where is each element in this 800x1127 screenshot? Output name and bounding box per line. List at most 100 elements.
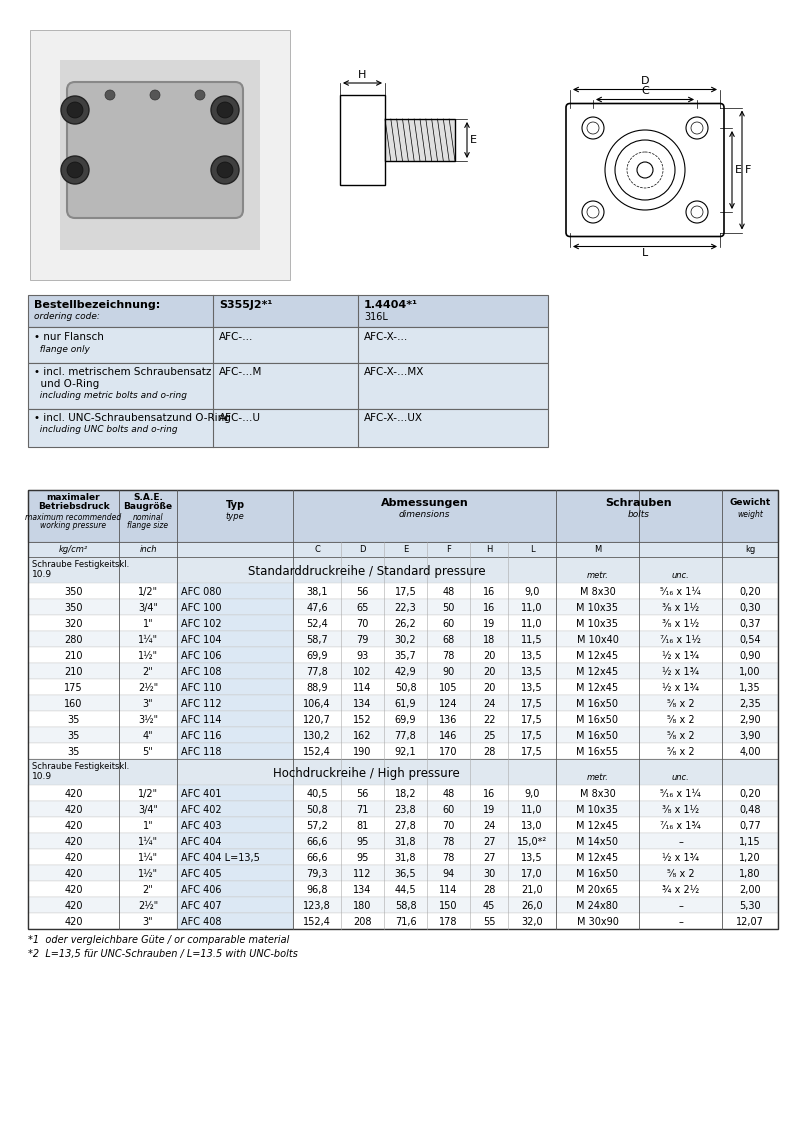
- Text: 15,0*²: 15,0*²: [517, 837, 547, 848]
- Text: E: E: [735, 165, 742, 175]
- Circle shape: [587, 122, 599, 134]
- Text: ³⁄₈ x 1½: ³⁄₈ x 1½: [662, 805, 699, 815]
- Text: –: –: [678, 837, 683, 848]
- Text: 420: 420: [64, 853, 82, 863]
- Text: AFC 118: AFC 118: [181, 747, 222, 757]
- Text: 11,5: 11,5: [521, 635, 543, 645]
- Text: 2,35: 2,35: [739, 699, 761, 709]
- Bar: [28, 881, 778, 897]
- Text: M 8x30: M 8x30: [580, 789, 615, 799]
- Bar: [28, 615, 778, 631]
- Bar: [28, 897, 778, 913]
- Text: ½ x 1¾: ½ x 1¾: [662, 651, 699, 662]
- Text: 12,07: 12,07: [736, 917, 764, 928]
- Bar: [177, 647, 293, 663]
- Text: 0,54: 0,54: [739, 635, 761, 645]
- Text: 16: 16: [483, 587, 495, 597]
- Bar: [28, 647, 778, 663]
- Text: 69,9: 69,9: [394, 715, 416, 725]
- Text: 28: 28: [483, 885, 495, 895]
- Text: L: L: [530, 545, 534, 554]
- Text: ½ x 1¾: ½ x 1¾: [662, 667, 699, 677]
- Text: flange only: flange only: [34, 345, 90, 354]
- Circle shape: [691, 122, 703, 134]
- Text: Abmessungen: Abmessungen: [381, 498, 468, 508]
- Text: M 10x40: M 10x40: [577, 635, 618, 645]
- Text: 320: 320: [64, 619, 82, 629]
- Text: 10.9: 10.9: [32, 570, 52, 579]
- Text: 42,9: 42,9: [394, 667, 416, 677]
- Text: metr.: metr.: [586, 571, 609, 580]
- Text: M 12x45: M 12x45: [577, 667, 618, 677]
- Text: 1¼": 1¼": [138, 837, 158, 848]
- Circle shape: [691, 206, 703, 218]
- Text: 19: 19: [483, 619, 495, 629]
- Bar: [28, 758, 778, 786]
- Bar: [28, 295, 548, 327]
- Bar: [177, 663, 293, 678]
- Text: working pressure: working pressure: [41, 521, 106, 530]
- Text: 81: 81: [356, 820, 369, 831]
- Circle shape: [150, 90, 160, 100]
- Bar: [28, 678, 778, 695]
- Text: 152: 152: [353, 715, 372, 725]
- Circle shape: [217, 162, 233, 178]
- Bar: [28, 786, 778, 801]
- Text: *1  oder vergleichbare Güte / or comparable material: *1 oder vergleichbare Güte / or comparab…: [28, 935, 290, 946]
- Text: E: E: [403, 545, 408, 554]
- Text: 16: 16: [483, 603, 495, 613]
- Text: AFC 108: AFC 108: [181, 667, 222, 677]
- Bar: [177, 849, 293, 866]
- Circle shape: [61, 96, 89, 124]
- Text: 2½": 2½": [138, 900, 158, 911]
- Bar: [28, 849, 778, 866]
- Text: ⁷⁄₁₆ x 1¾: ⁷⁄₁₆ x 1¾: [660, 820, 701, 831]
- Text: 32,0: 32,0: [521, 917, 543, 928]
- Circle shape: [217, 103, 233, 118]
- Bar: [177, 897, 293, 913]
- Text: F: F: [446, 545, 451, 554]
- Text: M 16x55: M 16x55: [577, 747, 618, 757]
- Text: 30: 30: [483, 869, 495, 879]
- Text: ⁵⁄₈ x 2: ⁵⁄₈ x 2: [666, 715, 694, 725]
- Bar: [177, 598, 293, 615]
- Text: 78: 78: [442, 651, 454, 662]
- Text: 78: 78: [442, 837, 454, 848]
- Text: 0,30: 0,30: [739, 603, 761, 613]
- Text: 70: 70: [356, 619, 369, 629]
- Bar: [177, 727, 293, 743]
- Text: 1,35: 1,35: [739, 683, 761, 693]
- Bar: [28, 327, 548, 363]
- Text: 3/4": 3/4": [138, 603, 158, 613]
- Text: 24: 24: [483, 699, 495, 709]
- Bar: [28, 743, 778, 758]
- Text: Schraube Festigkeitskl.: Schraube Festigkeitskl.: [32, 560, 130, 569]
- Text: S355J2*¹: S355J2*¹: [219, 300, 272, 310]
- Text: 24: 24: [483, 820, 495, 831]
- Text: –: –: [678, 900, 683, 911]
- Text: 5": 5": [142, 747, 154, 757]
- Text: 19: 19: [483, 805, 495, 815]
- Text: 102: 102: [354, 667, 372, 677]
- Text: Schraube Festigkeitskl.: Schraube Festigkeitskl.: [32, 762, 130, 771]
- Text: 0,20: 0,20: [739, 789, 761, 799]
- Text: 420: 420: [64, 900, 82, 911]
- Text: 66,6: 66,6: [306, 853, 328, 863]
- Text: 21,0: 21,0: [521, 885, 543, 895]
- Text: unc.: unc.: [672, 571, 690, 580]
- Bar: [28, 631, 778, 647]
- Text: 22,3: 22,3: [394, 603, 416, 613]
- Text: 280: 280: [64, 635, 82, 645]
- Bar: [177, 678, 293, 695]
- Text: 38,1: 38,1: [306, 587, 328, 597]
- Text: 17,0: 17,0: [521, 869, 543, 879]
- Text: 26,0: 26,0: [521, 900, 543, 911]
- Text: AFC 100: AFC 100: [181, 603, 222, 613]
- Text: 11,0: 11,0: [522, 619, 542, 629]
- Bar: [177, 583, 293, 598]
- Text: 70: 70: [442, 820, 454, 831]
- Text: 1": 1": [142, 820, 154, 831]
- Text: 420: 420: [64, 789, 82, 799]
- Text: 20: 20: [483, 683, 495, 693]
- Text: M 12x45: M 12x45: [577, 683, 618, 693]
